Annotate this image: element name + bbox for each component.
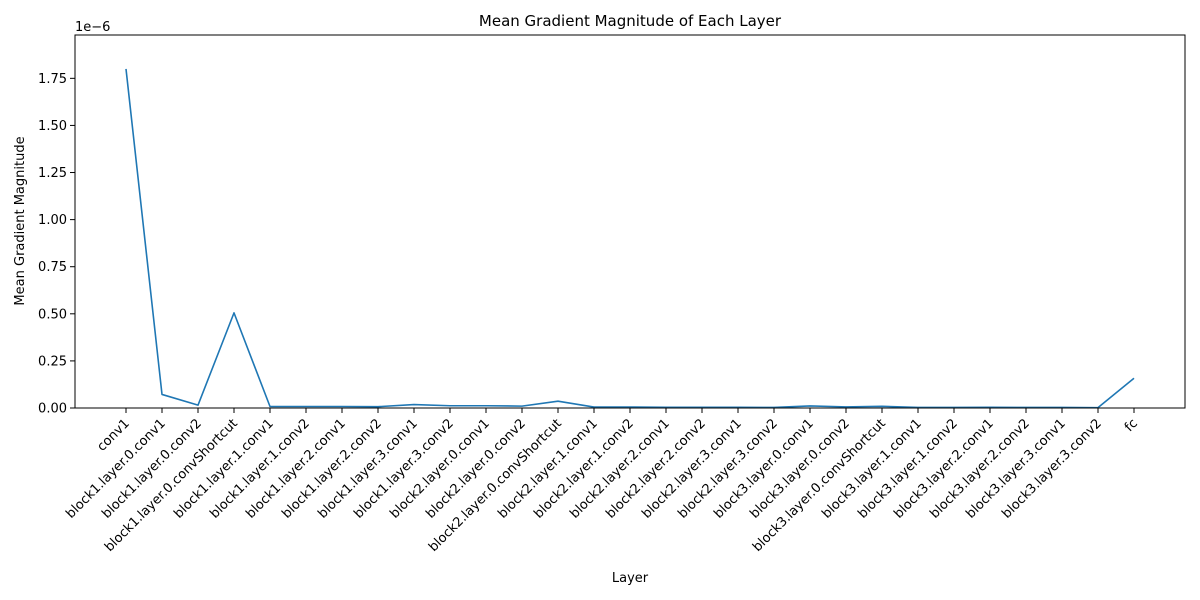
y-axis-ticks: 0.00 0.25 0.50 0.75 1.00 1.25 1.50 1.75 [38, 72, 75, 417]
y-tick-label: 0.50 [38, 307, 67, 322]
y-tick-label: 1.25 [38, 166, 67, 181]
chart-title: Mean Gradient Magnitude of Each Layer [479, 12, 782, 30]
x-tick-label: block3.layer.0.convShortcut [750, 416, 889, 555]
plot-frame [74, 34, 1186, 409]
y-axis-label: Mean Gradient Magnitude [13, 136, 28, 305]
y-tick-label: 0.25 [38, 354, 67, 369]
x-tick-label: fc [1122, 416, 1141, 435]
x-tick-label: block1.layer.0.convShortcut [102, 416, 241, 555]
y-tick-label: 0.00 [38, 402, 67, 417]
x-axis-ticks: conv1block1.layer.0.conv1block1.layer.0.… [63, 408, 1141, 555]
y-tick-label: 1.75 [38, 72, 67, 87]
y-tick-label: 1.50 [38, 119, 67, 134]
x-axis-label: Layer [612, 571, 649, 586]
x-tick-label: block2.layer.0.convShortcut [426, 416, 565, 555]
y-tick-label: 1.00 [38, 213, 67, 228]
series-line [125, 68, 1135, 409]
y-tick-label: 0.75 [38, 260, 67, 275]
y-offset-text: 1e−6 [75, 20, 110, 35]
